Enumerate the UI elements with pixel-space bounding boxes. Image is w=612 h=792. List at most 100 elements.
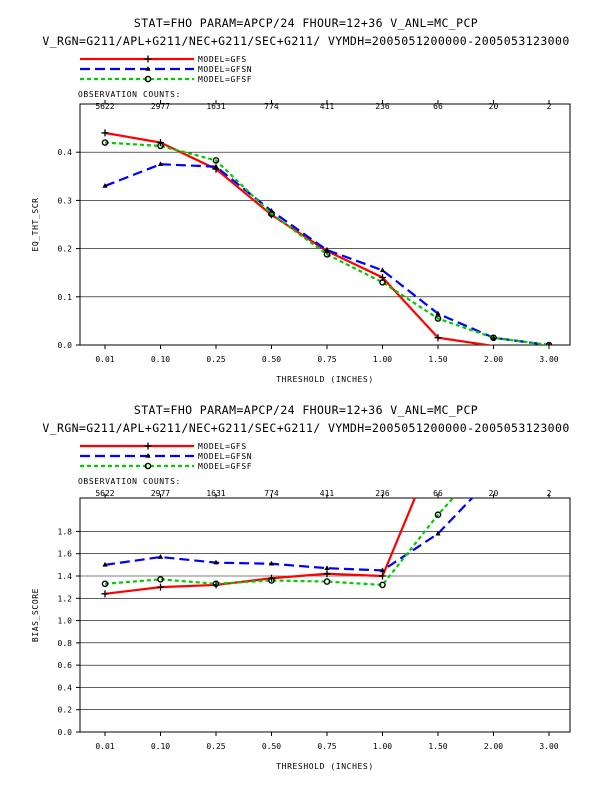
x-tick-label: 2.00 — [484, 742, 503, 751]
observation-count: 66 — [433, 102, 443, 111]
legend-label: MODEL=GFS — [198, 442, 247, 451]
data-point-triangle — [157, 554, 164, 559]
legend-marker-circle — [144, 462, 152, 470]
data-point-triangle — [157, 161, 164, 167]
y-tick-label: 0.2 — [58, 245, 73, 254]
data-point-plus — [101, 590, 109, 598]
series-line-plus — [104, 498, 417, 595]
data-point-triangle — [213, 163, 219, 169]
x-axis-label: THRESHOLD (INCHES) — [276, 762, 374, 771]
y-axis-label: BIAS_SCORE — [31, 588, 40, 642]
chart-title-line1: STAT=FHO PARAM=APCP/24 FHOUR=12+36 V_ANL… — [134, 16, 478, 30]
observation-count: 774 — [264, 489, 279, 498]
observation-count: 20 — [489, 102, 499, 111]
chart-title-line1: STAT=FHO PARAM=APCP/24 FHOUR=12+36 V_ANL… — [134, 403, 478, 417]
data-point-circle — [545, 341, 553, 345]
data-point-plus — [157, 139, 164, 147]
x-tick-label: 3.00 — [539, 742, 558, 751]
y-tick-label: 0.8 — [58, 639, 73, 648]
observation-count: 411 — [320, 489, 335, 498]
series-line-circle — [104, 141, 550, 345]
observation-count: 1631 — [206, 102, 225, 111]
x-tick-label: 0.01 — [95, 742, 114, 751]
legend-label: MODEL=GFSN — [198, 452, 252, 461]
data-point-circle — [434, 315, 442, 322]
data-point-circle — [157, 142, 164, 150]
data-point-triangle — [435, 310, 441, 316]
series-line-triangle — [104, 163, 550, 345]
x-tick-label: 1.00 — [373, 742, 392, 751]
y-tick-label: 1.6 — [58, 550, 73, 559]
data-point-triangle — [213, 559, 219, 565]
x-tick-label: 0.10 — [151, 355, 170, 364]
plot-frame — [79, 497, 571, 733]
data-point-circle — [212, 157, 220, 164]
x-tick-label: 0.25 — [206, 742, 225, 751]
data-point-triangle — [379, 267, 386, 273]
x-axis-label: THRESHOLD (INCHES) — [276, 375, 374, 384]
observation-counts-label: OBSERVATION COUNTS: — [78, 90, 181, 99]
series-group — [101, 129, 553, 345]
data-point-triangle — [435, 530, 441, 536]
x-tick-label: 2.00 — [484, 355, 503, 364]
y-tick-label: 0.4 — [58, 683, 73, 692]
data-point-circle — [268, 577, 275, 584]
data-point-triangle — [268, 560, 275, 566]
y-tick-label: 0.6 — [58, 661, 73, 670]
legend-label: MODEL=GFSF — [198, 462, 252, 471]
legend-marker-triangle — [145, 453, 151, 458]
legend-label: MODEL=GFSN — [198, 65, 252, 74]
legend-marker-plus — [144, 55, 152, 63]
y-tick-label: 1.0 — [58, 617, 73, 626]
observation-count: 236 — [375, 489, 390, 498]
observation-count: 2 — [547, 102, 552, 111]
plot-frame — [79, 103, 571, 346]
observation-count: 774 — [264, 102, 279, 111]
legend-marker-circle — [144, 75, 152, 83]
data-point-plus — [434, 334, 442, 342]
x-tick-label: 0.10 — [151, 742, 170, 751]
data-point-circle — [379, 581, 386, 589]
chart-bias-score: STAT=FHO PARAM=APCP/24 FHOUR=12+36 V_ANL… — [31, 403, 571, 771]
data-point-triangle — [102, 561, 108, 567]
series-group — [101, 498, 474, 598]
series-line-plus — [104, 131, 494, 345]
legend-marker-plus — [144, 442, 152, 450]
x-tick-label: 0.75 — [317, 355, 336, 364]
observation-count: 20 — [489, 489, 499, 498]
observation-count: 2 — [547, 489, 552, 498]
observation-count: 5622 — [95, 102, 114, 111]
y-tick-label: 0.0 — [58, 341, 73, 350]
series-line-circle — [104, 498, 455, 587]
data-point-plus — [101, 129, 109, 137]
legend-marker-triangle — [145, 66, 151, 71]
observation-count: 236 — [375, 102, 390, 111]
data-point-circle — [323, 578, 331, 585]
observation-count: 411 — [320, 102, 335, 111]
x-tick-label: 1.50 — [428, 355, 447, 364]
chart-title-line2: V_RGN=G211/APL+G211/NEC+G211/SEC+G211/ V… — [42, 34, 569, 48]
y-tick-label: 0.2 — [58, 706, 73, 715]
chart-title-line2: V_RGN=G211/APL+G211/NEC+G211/SEC+G211/ V… — [42, 421, 569, 435]
data-point-circle — [101, 580, 109, 588]
x-tick-label: 1.00 — [373, 355, 392, 364]
data-point-circle — [157, 576, 164, 583]
y-tick-label: 1.4 — [58, 572, 73, 581]
data-point-triangle — [324, 565, 330, 570]
x-tick-label: 0.50 — [262, 355, 281, 364]
legend-label: MODEL=GFS — [198, 55, 247, 64]
y-tick-label: 1.8 — [58, 527, 73, 536]
data-point-circle — [268, 210, 275, 218]
y-tick-label: 0.1 — [58, 293, 73, 302]
x-tick-label: 1.50 — [428, 742, 447, 751]
x-tick-label: 0.75 — [317, 742, 336, 751]
data-point-triangle — [324, 247, 330, 252]
observation-count: 1631 — [206, 489, 225, 498]
x-tick-label: 3.00 — [539, 355, 558, 364]
observation-count: 2977 — [151, 102, 170, 111]
x-tick-label: 0.01 — [95, 355, 114, 364]
data-point-triangle — [379, 567, 386, 573]
observation-count: 5622 — [95, 489, 114, 498]
y-tick-label: 0.4 — [58, 148, 73, 157]
